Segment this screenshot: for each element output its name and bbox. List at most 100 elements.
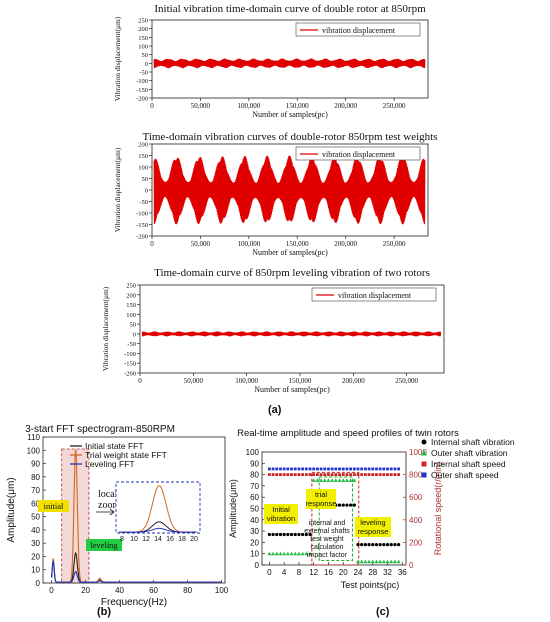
- data-point: [323, 473, 327, 476]
- inset-x-tick-label: 10: [130, 536, 138, 543]
- caption-c: (c): [376, 606, 390, 618]
- y-tick-label: 50: [142, 52, 149, 59]
- x-axis-label: Number of samples(pc): [252, 248, 328, 257]
- data-point: [349, 467, 353, 471]
- data-point: [378, 559, 383, 564]
- x-tick-label: 50,000: [191, 102, 211, 110]
- data-point: [378, 467, 382, 471]
- x-tick-label: 24: [354, 568, 363, 577]
- trial-label: response: [306, 499, 337, 508]
- chart-title: Time-domain curve of 850rpm leveling vib…: [154, 267, 430, 279]
- data-point: [271, 473, 275, 476]
- data-point: [352, 503, 356, 507]
- data-point: [375, 467, 378, 471]
- y-tick-label: 0: [133, 331, 136, 338]
- vibration-series-line: [141, 331, 442, 337]
- y-tick-label: -50: [139, 70, 148, 77]
- inset-x-tick-label: 16: [166, 536, 174, 543]
- x-tick-label: 40: [115, 586, 124, 595]
- data-point: [297, 473, 301, 476]
- data-point: [371, 467, 375, 471]
- legend-box: [311, 287, 437, 302]
- y-tick-label: 0: [36, 579, 41, 588]
- data-point: [312, 473, 316, 476]
- data-point: [386, 473, 389, 476]
- x-tick-label: 0: [150, 240, 154, 248]
- data-point: [356, 467, 360, 471]
- legend-label: Outer shaft speed: [431, 470, 499, 480]
- data-point: [385, 543, 390, 547]
- legend-label: Leveling FFT: [85, 459, 135, 469]
- x-tick-label: 100: [215, 586, 229, 595]
- data-point: [341, 478, 346, 482]
- x-axis-label: Number of samples(pc): [254, 385, 330, 394]
- data-point: [296, 551, 301, 556]
- inset-x-tick-label: 14: [154, 536, 162, 543]
- data-point: [326, 478, 331, 482]
- data-point: [359, 559, 364, 564]
- data-point: [304, 467, 308, 471]
- data-point: [396, 559, 401, 564]
- data-point: [356, 473, 360, 476]
- data-point: [275, 473, 279, 476]
- data-point: [397, 543, 401, 547]
- data-point: [385, 559, 390, 564]
- chart-title: Real-time amplitude and speed profiles o…: [237, 428, 459, 439]
- y-tick-label: 40: [250, 516, 259, 525]
- x-tick-label: 200,000: [334, 240, 357, 248]
- x-tick-label: 0: [150, 102, 154, 110]
- y-tick-label: 0: [145, 188, 148, 195]
- data-point: [356, 543, 360, 547]
- data-point: [293, 467, 297, 471]
- data-point: [330, 473, 334, 476]
- data-point: [301, 532, 305, 537]
- y2-tick-label: 600: [409, 493, 423, 502]
- x-tick-label: 4: [282, 568, 287, 577]
- y-tick-label: 60: [31, 499, 40, 508]
- data-point: [352, 467, 356, 471]
- y-tick-label: 30: [31, 539, 40, 548]
- data-point: [334, 473, 338, 476]
- data-point: [363, 559, 368, 564]
- leveling-label: leveling: [90, 540, 118, 550]
- highlight-band: [61, 448, 90, 584]
- data-point: [315, 473, 319, 476]
- data-point: [286, 467, 290, 471]
- y-tick-label: 70: [250, 482, 259, 491]
- y-tick-label: 150: [138, 35, 148, 42]
- y-tick-label: 100: [138, 165, 148, 172]
- x-axis-label: Number of samples(pc): [252, 110, 328, 119]
- y-tick-label: 250: [126, 283, 136, 290]
- data-point: [363, 473, 367, 476]
- data-point: [289, 551, 294, 556]
- y-tick-label: -100: [136, 78, 148, 85]
- data-point: [271, 467, 275, 471]
- chart-title: 3-start FFT spectrogram-850RPM: [25, 424, 175, 435]
- data-point: [308, 532, 312, 537]
- local-zoom-label: local: [98, 489, 118, 500]
- caption-b: (b): [97, 606, 112, 618]
- legend-box: [295, 22, 421, 37]
- legend-label: vibration displacement: [322, 150, 396, 159]
- data-point: [267, 532, 271, 537]
- data-point: [371, 473, 375, 476]
- data-point: [304, 532, 308, 537]
- data-point: [267, 473, 271, 476]
- x-tick-label: 80: [183, 586, 192, 595]
- data-point: [370, 559, 375, 564]
- data-point: [271, 532, 275, 537]
- y-axis-label: Vibration displacement(μm): [101, 286, 110, 371]
- leveling-label-box: [86, 539, 122, 551]
- x-tick-label: 0: [138, 377, 142, 385]
- data-point: [345, 473, 349, 476]
- legend-swatch: [421, 439, 427, 445]
- x-tick-label: 200,000: [342, 377, 365, 385]
- data-point: [341, 503, 345, 507]
- inset-frame: [115, 481, 201, 534]
- leveling-label-box: [355, 517, 391, 537]
- data-point: [389, 467, 393, 471]
- data-point: [344, 478, 349, 482]
- data-point: [345, 467, 349, 471]
- y-tick-label: 50: [31, 513, 40, 522]
- y-tick-label: -200: [124, 371, 136, 378]
